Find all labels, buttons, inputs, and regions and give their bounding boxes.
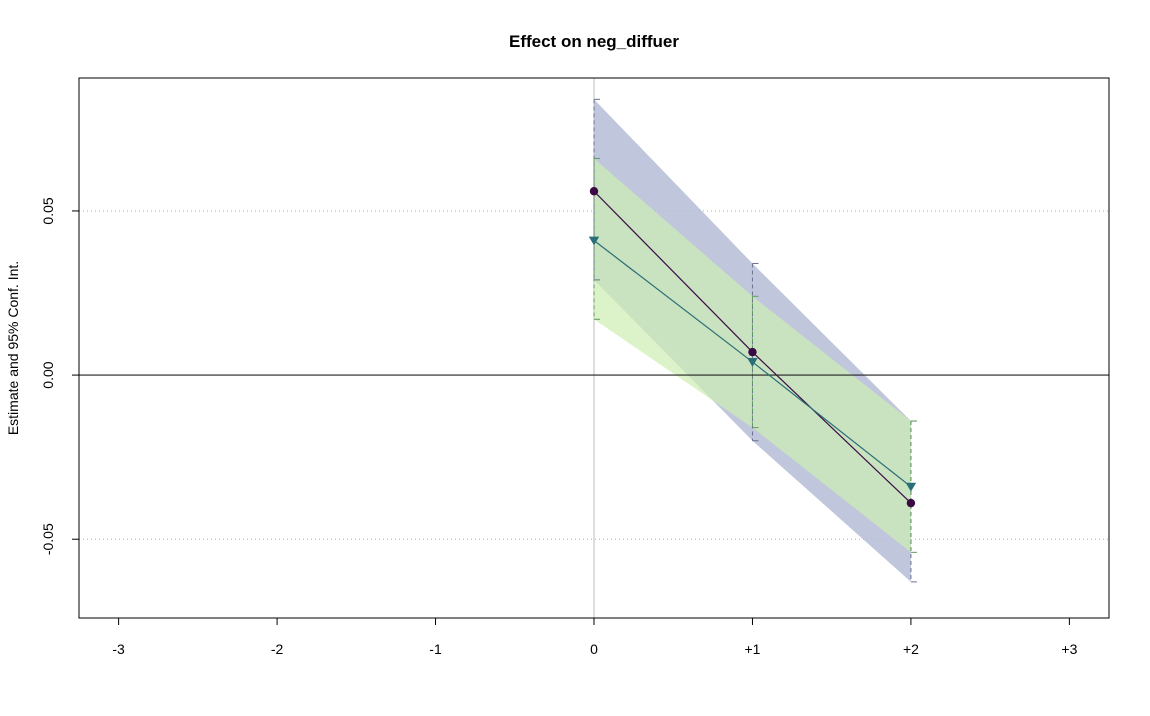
point-series-1-0 [589,187,599,196]
point-series-2-0 [588,236,600,246]
plot-area: -3 -2 -1 0 +1 +2 +3 -0.05 0.00 0.05 [40,77,1110,657]
y-tick-label-2: 0.05 [40,197,56,224]
x-tick-label-4: +1 [744,641,760,657]
point-series-1-2 [906,498,916,508]
point-series-2-1 [747,358,758,367]
x-tick-label-5: +2 [903,641,919,657]
chart-title: Effect on neg_diffuer [509,32,679,51]
x-tick-label-3: 0 [590,641,598,657]
y-axis-label: Estimate and 95% Conf. Int. [5,261,21,435]
y-tick-label-1: 0.00 [40,361,56,388]
y-tick-label-0: -0.05 [40,523,56,555]
x-tick-label-6: +3 [1061,641,1077,657]
x-tick-label-1: -2 [271,641,284,657]
x-tick-label-0: -3 [112,641,125,657]
x-tick-label-2: -1 [429,641,442,657]
point-series-1-1 [748,347,757,357]
point-series-2-2 [905,482,917,492]
